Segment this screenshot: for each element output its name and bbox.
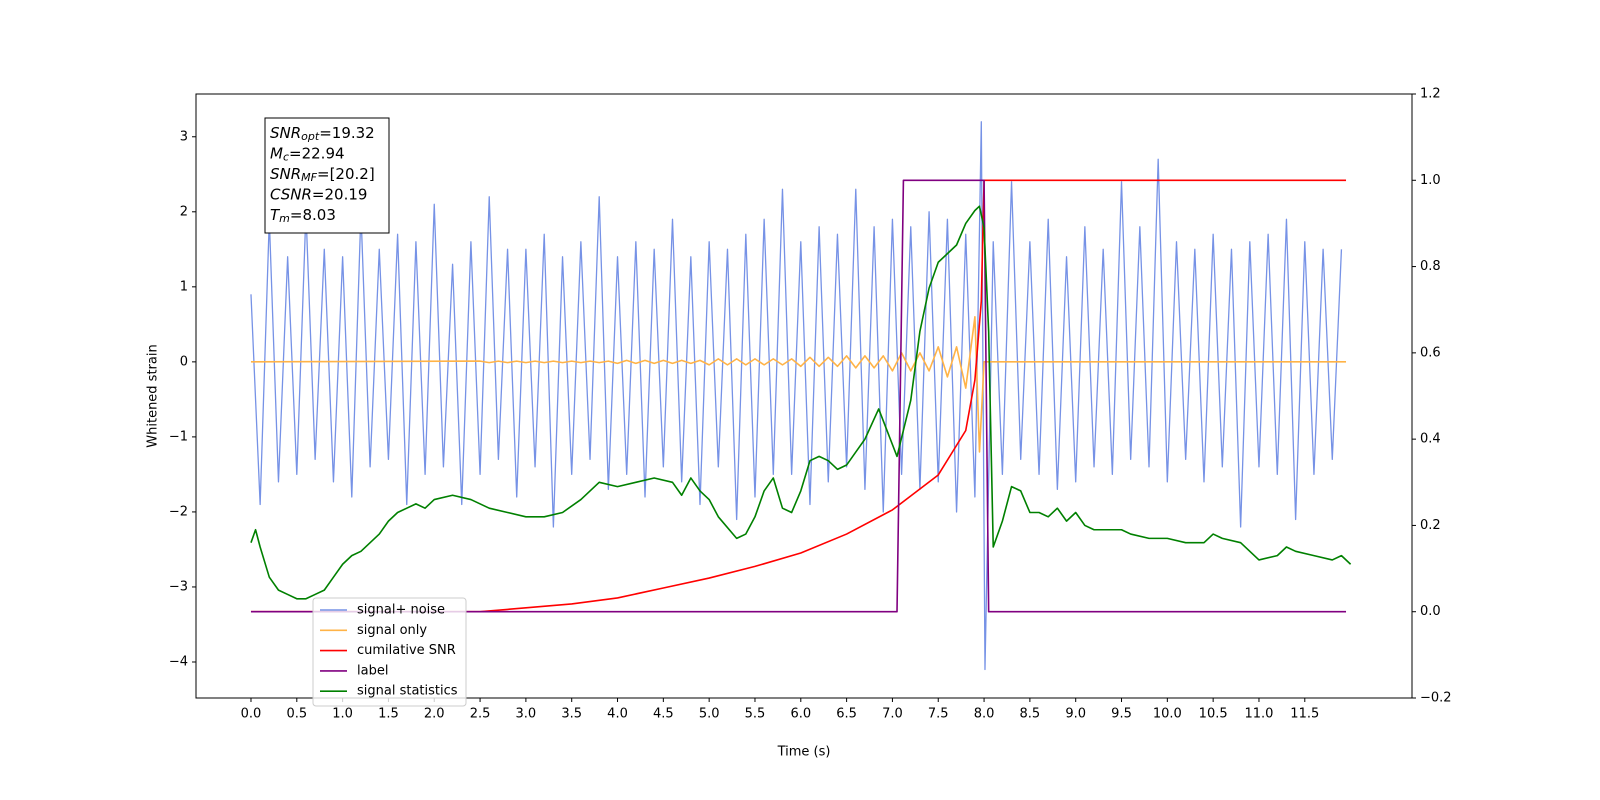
x-tick-label: 3.0: [516, 707, 537, 722]
x-tick-label: 0.0: [241, 707, 262, 722]
annotation-name: T: [270, 206, 281, 224]
x-tick-label: 4.0: [607, 707, 628, 722]
x-tick-label: 5.5: [745, 707, 766, 722]
legend-label: signal statistics: [357, 684, 458, 699]
x-tick-label: 6.5: [836, 707, 857, 722]
y-tick-label: −3: [169, 579, 188, 594]
y-axis-label: Whitened strain: [146, 344, 161, 447]
series-line: [250, 205, 1352, 600]
series-line: [250, 316, 1347, 453]
x-tick-label: 1.0: [332, 707, 353, 722]
y2-tick-label: 0.6: [1420, 345, 1441, 360]
y-tick-label: 0: [180, 354, 188, 369]
annotation-text: =8.03: [290, 206, 336, 224]
x-tick-label: 4.5: [653, 707, 674, 722]
series-line: [250, 179, 1347, 613]
annotation-name: M: [270, 144, 283, 162]
legend-label: label: [357, 663, 388, 678]
y2-tick-label: 1.2: [1420, 87, 1441, 102]
annotation-name: SNR: [270, 124, 301, 142]
y-tick-label: −4: [169, 654, 188, 669]
y2-tick-label: 0.8: [1420, 259, 1441, 274]
y-tick-label: 1: [180, 279, 188, 294]
annotation-name: SNR: [270, 165, 301, 183]
x-tick-label: 9.5: [1111, 707, 1132, 722]
x-tick-label: 5.0: [699, 707, 720, 722]
legend-box: [312, 597, 467, 707]
annotation-line: SNRMF=[20.2]: [270, 165, 375, 185]
annotation-line: Tm=8.03: [270, 206, 336, 226]
legend-label: cumilative SNR: [357, 643, 456, 658]
legend-label: signal+ noise: [357, 603, 445, 618]
annotation-sub: c: [283, 151, 289, 164]
x-tick-label: 1.5: [378, 707, 399, 722]
x-tick-label: 2.5: [470, 707, 491, 722]
y2-tick-label: 1.0: [1420, 173, 1441, 188]
x-tick-label: 2.0: [424, 707, 445, 722]
x-tick-label: 3.5: [561, 707, 582, 722]
x-tick-label: 11.0: [1244, 707, 1273, 722]
x-tick-label: 9.0: [1065, 707, 1086, 722]
annotation-sub: opt: [301, 130, 320, 143]
x-tick-label: 6.0: [790, 707, 811, 722]
annotation-line: SNRopt=19.32: [270, 124, 375, 144]
annotation-text: =19.32: [319, 124, 375, 142]
y2-tick-label: −0.2: [1420, 691, 1452, 706]
annotation-name: CSNR: [270, 185, 312, 203]
y-tick-label: 2: [180, 204, 188, 219]
annotation-text: =20.19: [312, 185, 368, 203]
series-line: [250, 179, 1347, 613]
y2-tick-label: 0.2: [1420, 518, 1441, 533]
x-tick-label: 0.5: [286, 707, 307, 722]
x-tick-label: 8.0: [974, 707, 995, 722]
x-axis-label: Time (s): [777, 745, 831, 760]
legend-label: signal only: [357, 623, 427, 638]
annotation-text: =[20.2]: [317, 165, 375, 183]
x-tick-label: 11.5: [1290, 707, 1319, 722]
y-tick-label: −2: [169, 504, 188, 519]
annotation-sub: MF: [301, 171, 317, 184]
annotation-box: [264, 117, 390, 234]
y-tick-label: 3: [180, 129, 188, 144]
y-tick-label: −1: [169, 429, 188, 444]
y2-tick-label: 0.4: [1420, 432, 1441, 447]
annotation-sub: m: [279, 212, 290, 225]
x-tick-label: 7.0: [882, 707, 903, 722]
annotation-line: CSNR=20.19: [270, 185, 367, 203]
annotation-text: =22.94: [289, 144, 345, 162]
annotation-line: Mc=22.94: [270, 144, 345, 164]
x-tick-label: 7.5: [928, 707, 949, 722]
plot-frame: [195, 93, 1413, 699]
y2-tick-label: 0.0: [1420, 604, 1441, 619]
x-tick-label: 10.5: [1199, 707, 1228, 722]
series-line: [250, 121, 1343, 671]
x-tick-label: 10.0: [1153, 707, 1182, 722]
x-tick-label: 8.5: [1020, 707, 1041, 722]
